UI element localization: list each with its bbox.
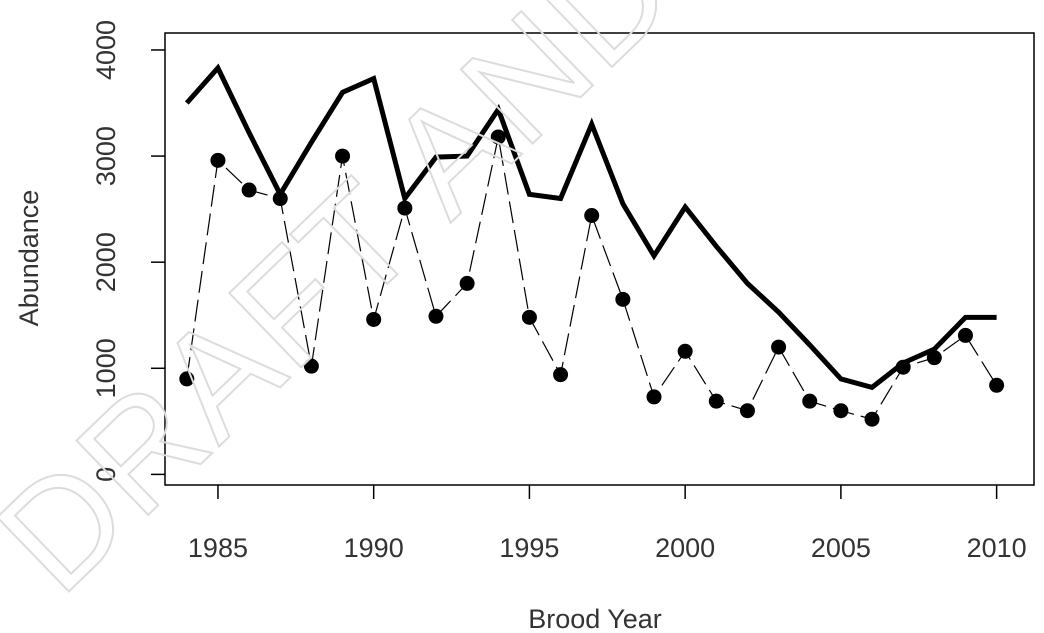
y-tick-label: 3000: [91, 126, 121, 186]
series-2-point: [584, 207, 600, 223]
series-2-point: [428, 308, 444, 324]
y-tick-label: 1000: [91, 338, 121, 398]
series-2-point: [210, 152, 226, 168]
series-2-point: [677, 343, 693, 359]
series-2-point: [272, 191, 288, 207]
series-2-point: [833, 403, 849, 419]
x-tick-label: 1985: [188, 533, 248, 563]
series-2-point: [179, 371, 195, 387]
watermark-text: DRAFT AND WITH: [0, 0, 1019, 624]
series-2-point: [646, 389, 662, 405]
series-2-point: [397, 200, 413, 216]
y-axis-title: Abundance: [14, 190, 44, 327]
y-tick-label: 4000: [91, 20, 121, 80]
plot-frame: [164, 32, 1035, 486]
series-2-point: [926, 350, 942, 366]
y-tick-label: 0: [91, 467, 121, 482]
series-2-point: [366, 311, 382, 327]
series-2-point: [957, 327, 973, 343]
series-2-point: [335, 148, 351, 164]
x-tick-label: 1990: [344, 533, 404, 563]
x-tick-label: 2000: [655, 533, 715, 563]
series-2-point: [303, 358, 319, 374]
series-2-point: [771, 339, 787, 355]
x-tick-label: 2005: [811, 533, 871, 563]
x-tick-label: 2010: [967, 533, 1027, 563]
plot-layer: 1985 1990 1995 2000 2005 2010 0 1000 2000 3000 400…: [91, 20, 1035, 563]
series-2-point: [553, 367, 569, 383]
series-2-point: [895, 359, 911, 375]
series-2-point: [864, 411, 880, 427]
series-2-point: [241, 182, 257, 198]
series-2-point: [459, 275, 475, 291]
x-tick-label: 1995: [499, 533, 559, 563]
series-2-point: [708, 393, 724, 409]
x-axis-title: Brood Year: [528, 604, 662, 633]
series-2-point: [521, 309, 537, 325]
series-2-point: [739, 403, 755, 419]
series-2-point: [490, 129, 506, 145]
series-2-point: [989, 377, 1005, 393]
series-2-point: [802, 393, 818, 409]
series-2-point: [615, 291, 631, 307]
series-2-line: [186, 136, 998, 420]
y-tick-label: 2000: [91, 232, 121, 292]
series-1-line: [184, 63, 997, 391]
